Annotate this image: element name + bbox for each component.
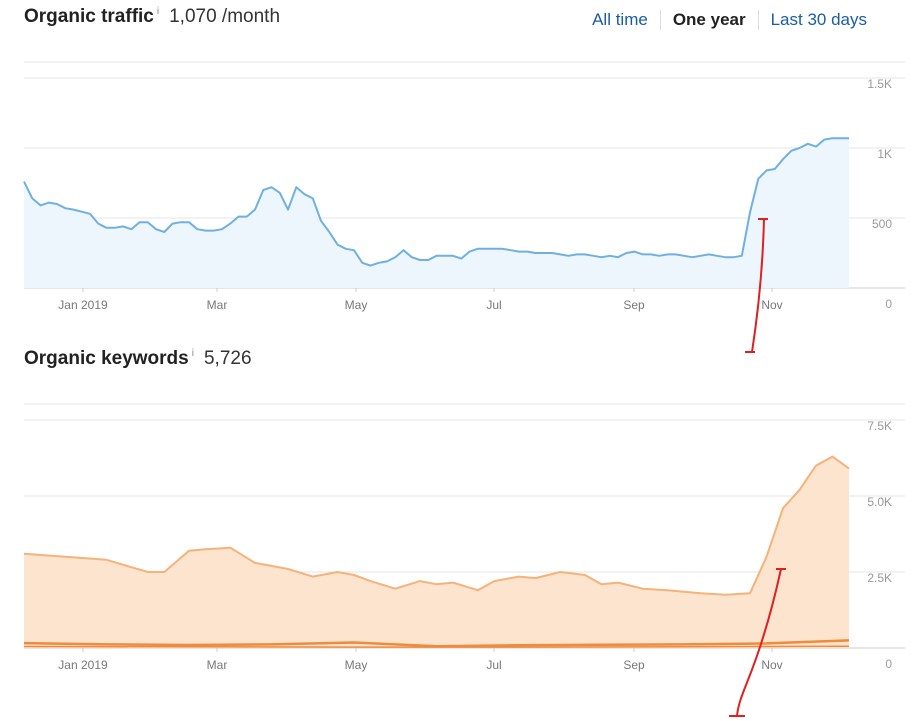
series-line [23,645,850,648]
x-tick-label: May [345,298,368,312]
y-tick-label: 7.5K [867,419,892,433]
y-tick-label: 0 [885,297,892,311]
organic-traffic-value: 1,070 /month [169,6,281,27]
organic-traffic-header: Organic traffic i 1,070 /month [24,6,280,28]
y-tick-label: 0 [885,657,892,671]
x-tick-label: Mar [207,658,228,672]
x-tick-label: Nov [761,298,782,312]
date-range-tabs: All time One year Last 30 days [580,10,867,30]
organic-traffic-title: Organic traffic [24,6,154,27]
annotation-mark [729,568,786,717]
x-tick-label: Jan 2019 [58,658,108,672]
organic-keywords-value: 5,726 [203,348,252,369]
x-tick-label: Jan 2019 [58,298,108,312]
series-line [23,639,850,648]
organic-keywords-header: Organic keywords i 5,726 [24,348,252,370]
series-line [23,137,849,267]
tab-all-time[interactable]: All time [592,10,648,29]
info-icon[interactable]: i [156,6,160,17]
x-tick-label: Nov [761,658,782,672]
tab-last-30-days[interactable]: Last 30 days [770,10,867,29]
y-tick-label: 2.5K [867,571,892,585]
series-area [24,456,849,648]
annotation-mark [745,218,768,353]
info-icon[interactable]: i [191,348,194,359]
y-tick-label: 1.5K [867,77,892,91]
tab-one-year[interactable]: One year [659,10,759,30]
x-tick-label: May [345,658,368,672]
y-tick-label: 5.0K [867,495,892,509]
x-tick-label: Sep [623,658,645,672]
organic-keywords-title: Organic keywords [24,348,189,369]
x-tick-label: Jul [486,658,501,672]
y-tick-label: 500 [872,217,892,231]
series-area [24,138,849,288]
x-tick-label: Jul [486,298,501,312]
x-tick-label: Mar [207,298,228,312]
y-tick-label: 1K [877,147,892,161]
x-tick-label: Sep [623,298,645,312]
series-line [23,455,850,596]
